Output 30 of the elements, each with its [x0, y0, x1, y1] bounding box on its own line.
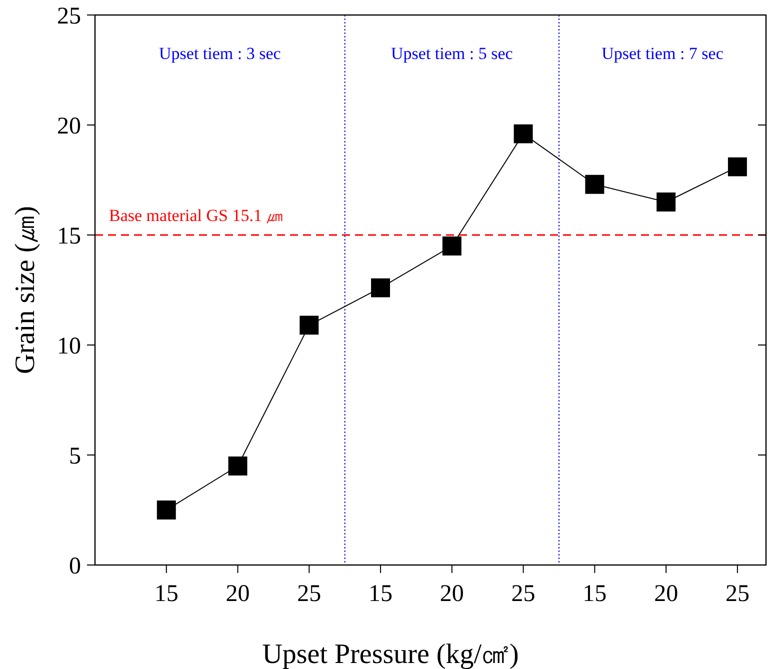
ref-line-label: Base material GS 15.1 ㎛ [109, 206, 284, 225]
annotation: Upset tiem : 7 sec [602, 44, 724, 63]
point [728, 157, 747, 176]
x-tick-label: 20 [654, 581, 678, 607]
point [156, 500, 176, 520]
y-tick-label: 20 [57, 113, 81, 140]
x-tick-label: 25 [725, 581, 750, 607]
point [656, 192, 676, 212]
y-tick-label: 15 [57, 223, 81, 250]
x-tick-label: 15 [582, 581, 607, 607]
annotation: Upset tiem : 5 sec [391, 44, 514, 63]
y-tick-label: 10 [57, 333, 81, 360]
point [300, 316, 319, 335]
x-tick-label: 25 [511, 581, 536, 607]
point [585, 174, 604, 194]
x-tick-label: 15 [368, 581, 393, 607]
x-tick-label: 25 [297, 581, 322, 607]
point [442, 236, 462, 256]
y-axis-title: Grain size (㎛) [10, 206, 41, 374]
point [514, 124, 533, 144]
x-tick-label: 20 [226, 581, 250, 607]
y-tick-label: 5 [69, 443, 81, 470]
y-tick-label: 0 [69, 553, 81, 580]
y-tick-label: 25 [57, 3, 81, 30]
x-axis-title: Upset Pressure (kg/㎠) [262, 639, 519, 669]
x-tick-label: 15 [154, 581, 178, 607]
annotation: Upset tiem : 3 sec [159, 44, 282, 63]
point [228, 456, 248, 476]
point [371, 278, 390, 298]
x-tick-label: 20 [440, 581, 464, 607]
